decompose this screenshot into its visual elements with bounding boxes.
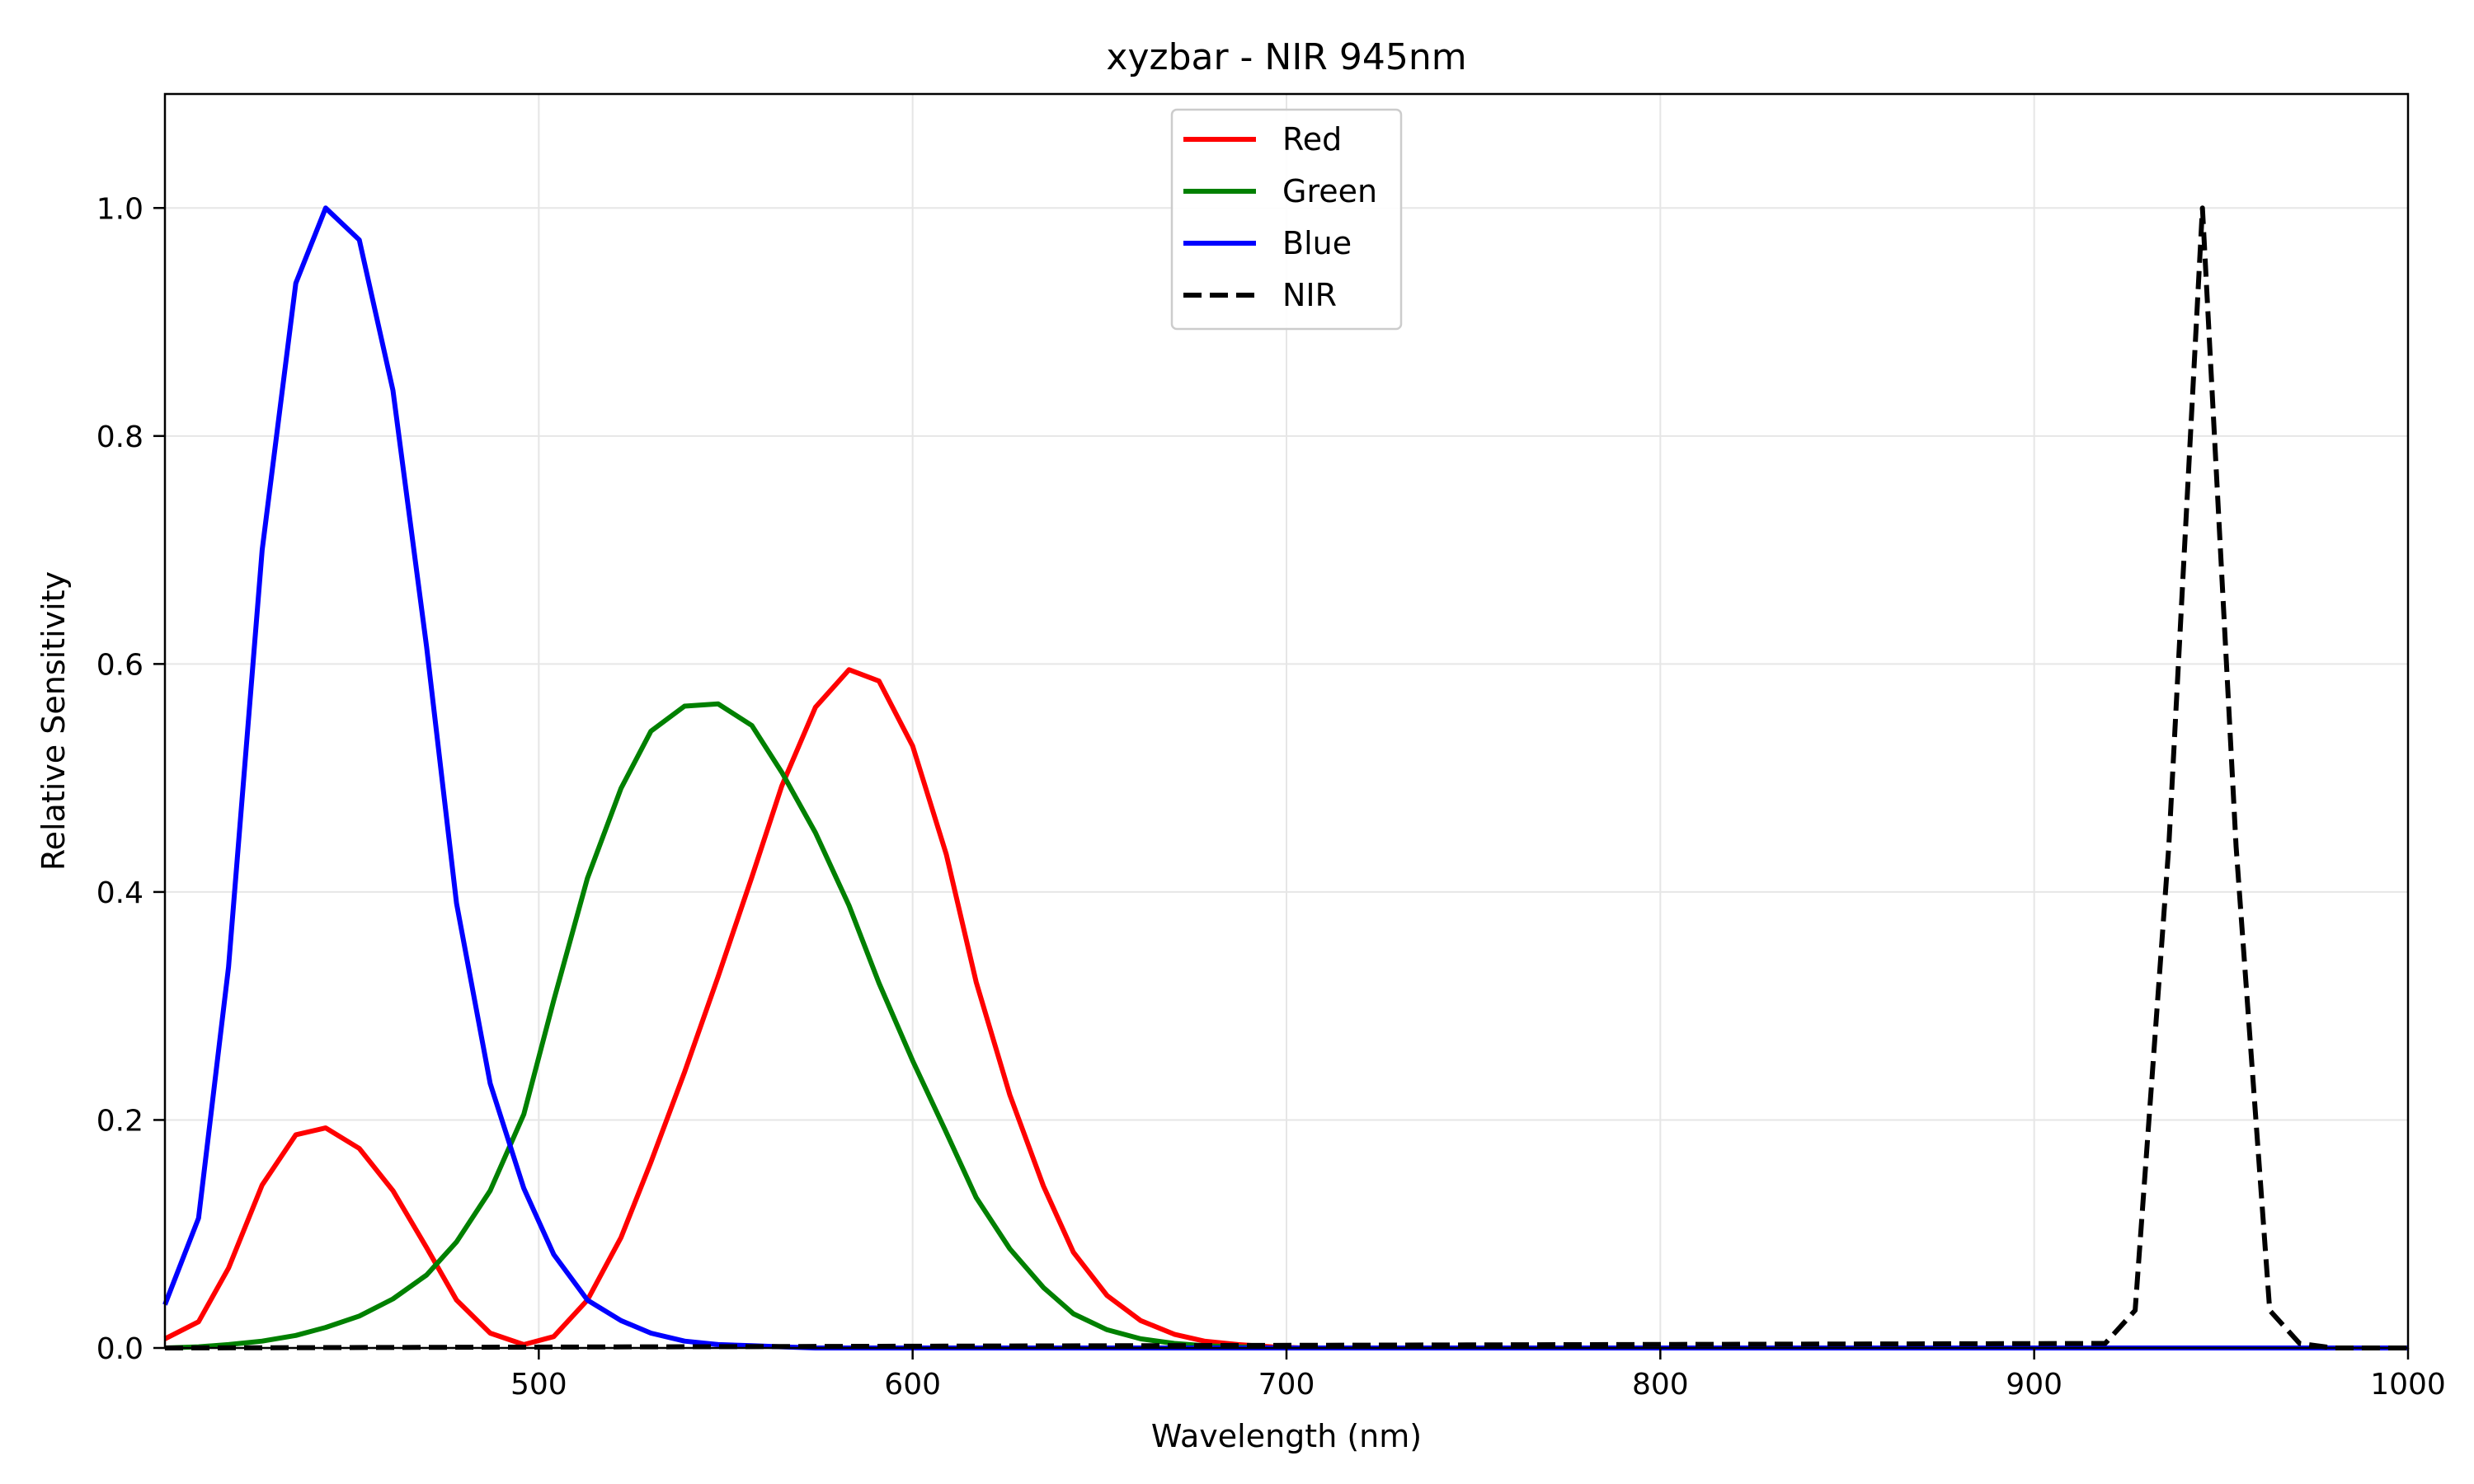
y-tick-label: 1.0 xyxy=(96,192,143,226)
legend-label-blue: Blue xyxy=(1282,225,1352,261)
x-axis-ticks: 500 600 700 800 900 1000 xyxy=(510,1348,2446,1402)
x-tick-label: 900 xyxy=(2006,1368,2062,1402)
x-tick-label: 800 xyxy=(1632,1368,1689,1402)
y-tick-label: 0.0 xyxy=(96,1332,143,1366)
y-axis-label: Relative Sensitivity xyxy=(35,571,72,871)
chart-title: xyzbar - NIR 945nm xyxy=(1106,36,1466,78)
x-tick-label: 500 xyxy=(510,1368,567,1402)
y-tick-label: 0.2 xyxy=(96,1104,143,1138)
y-tick-label: 0.6 xyxy=(96,648,143,682)
legend-box xyxy=(1170,108,1403,331)
legend-label-nir: NIR xyxy=(1282,277,1337,313)
x-tick-label: 600 xyxy=(884,1368,941,1402)
y-tick-label: 0.8 xyxy=(96,420,143,454)
x-tick-label: 700 xyxy=(1258,1368,1315,1402)
series-line-nir xyxy=(164,205,2408,1350)
legend: Red Green Blue NIR xyxy=(1170,108,1403,331)
y-tick-label: 0.4 xyxy=(96,876,143,910)
legend-label-red: Red xyxy=(1282,121,1342,157)
y-axis-ticks: 0.0 0.2 0.4 0.6 0.8 1.0 xyxy=(96,192,165,1366)
x-axis-label: Wavelength (nm) xyxy=(1151,1418,1422,1454)
legend-label-green: Green xyxy=(1282,173,1377,209)
x-tick-label: 1000 xyxy=(2370,1368,2446,1402)
